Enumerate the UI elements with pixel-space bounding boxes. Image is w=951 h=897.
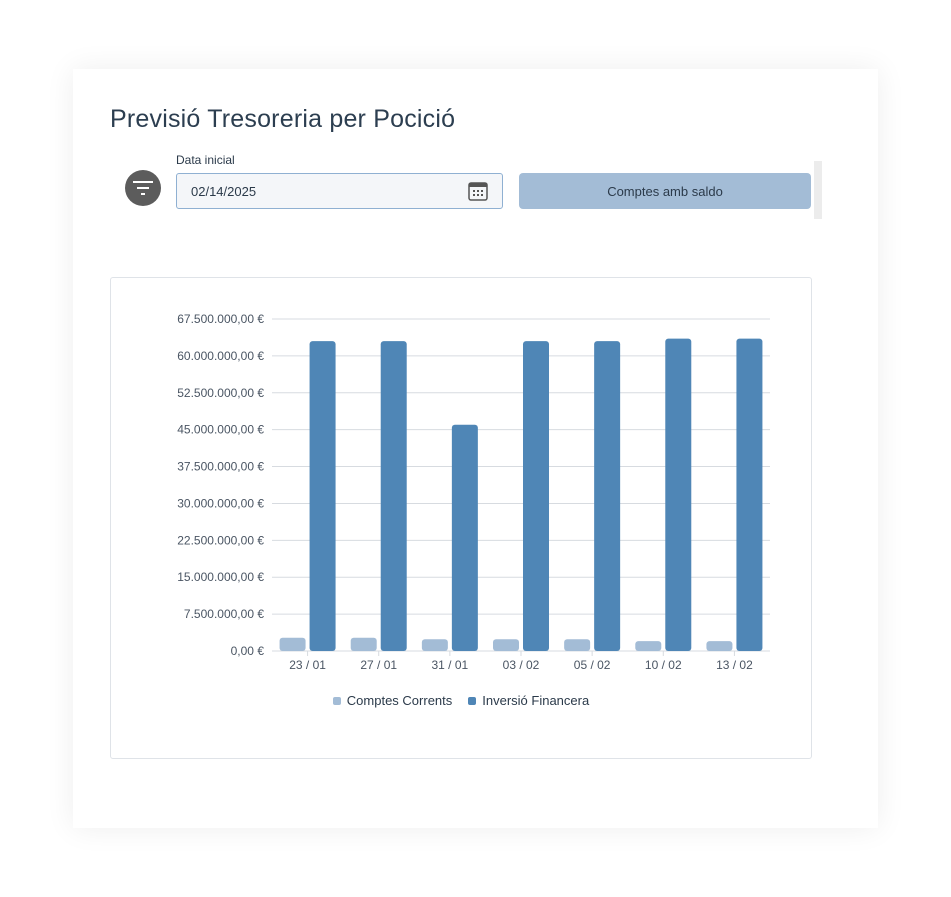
bar-inversio-financera[interactable] — [594, 341, 621, 651]
legend-label: Inversió Financera — [482, 693, 590, 708]
legend-item-comptes-corrents[interactable]: Comptes Corrents — [332, 693, 453, 708]
date-field[interactable] — [176, 173, 503, 209]
x-tick-label: 03 / 02 — [503, 658, 540, 672]
y-tick-label: 30.000.000,00 € — [177, 496, 264, 510]
bar-inversio-financera[interactable] — [736, 338, 763, 651]
bar-comptes-corrents[interactable] — [635, 641, 662, 651]
page-title: Previsió Tresoreria per Pocició — [110, 105, 456, 133]
x-tick-label: 27 / 01 — [360, 658, 397, 672]
treasury-card: Previsió Tresoreria per Pocició Data ini… — [73, 69, 878, 828]
chart-panel: 0,00 € 7.500.000,00 € 15.000.000,00 € 22.50… — [110, 277, 812, 759]
bar-chart: 0,00 € 7.500.000,00 € 15.000.000,00 € 22.50… — [177, 312, 770, 672]
y-tick-label: 37.500.000,00 € — [177, 460, 264, 474]
bar-comptes-corrents[interactable] — [706, 641, 733, 651]
y-tick-label: 52.500.000,00 € — [177, 386, 264, 400]
filter-icon — [133, 181, 153, 195]
date-input[interactable] — [191, 174, 451, 208]
legend-swatch — [468, 696, 477, 705]
date-label: Data inicial — [176, 153, 235, 167]
x-tick-label: 23 / 01 — [289, 658, 326, 672]
chart-legend: Comptes Corrents Inversió Financera — [111, 693, 811, 708]
bar-inversio-financera[interactable] — [665, 338, 692, 651]
y-tick-label: 7.500.000,00 € — [184, 607, 264, 621]
legend-item-inversio-financera[interactable]: Inversió Financera — [468, 693, 589, 708]
scrollbar[interactable] — [814, 161, 822, 219]
filter-button[interactable] — [125, 170, 161, 206]
bar-inversio-financera[interactable] — [309, 341, 336, 651]
y-tick-label: 22.500.000,00 € — [177, 533, 264, 547]
legend-label: Comptes Corrents — [346, 693, 453, 708]
bar-comptes-corrents[interactable] — [421, 639, 448, 651]
x-tick-label: 10 / 02 — [645, 658, 682, 672]
legend-swatch — [332, 696, 341, 705]
x-tick-label: 05 / 02 — [574, 658, 611, 672]
bar-inversio-financera[interactable] — [380, 341, 407, 651]
y-tick-label: 15.000.000,00 € — [177, 570, 264, 584]
bar-comptes-corrents[interactable] — [350, 637, 377, 651]
bar-comptes-corrents[interactable] — [564, 639, 591, 651]
bar-comptes-corrents[interactable] — [279, 637, 306, 651]
calendar-icon[interactable] — [468, 181, 488, 201]
y-tick-label: 45.000.000,00 € — [177, 423, 264, 437]
x-tick-label: 31 / 01 — [432, 658, 469, 672]
y-tick-label: 60.000.000,00 € — [177, 349, 264, 363]
y-tick-label: 67.500.000,00 € — [177, 312, 264, 326]
accounts-with-balance-button[interactable]: Comptes amb saldo — [519, 173, 811, 209]
x-tick-label: 13 / 02 — [716, 658, 753, 672]
bar-inversio-financera[interactable] — [523, 341, 549, 651]
y-tick-label: 0,00 € — [231, 644, 265, 658]
bar-comptes-corrents[interactable] — [493, 639, 519, 651]
bar-inversio-financera[interactable] — [451, 424, 478, 651]
